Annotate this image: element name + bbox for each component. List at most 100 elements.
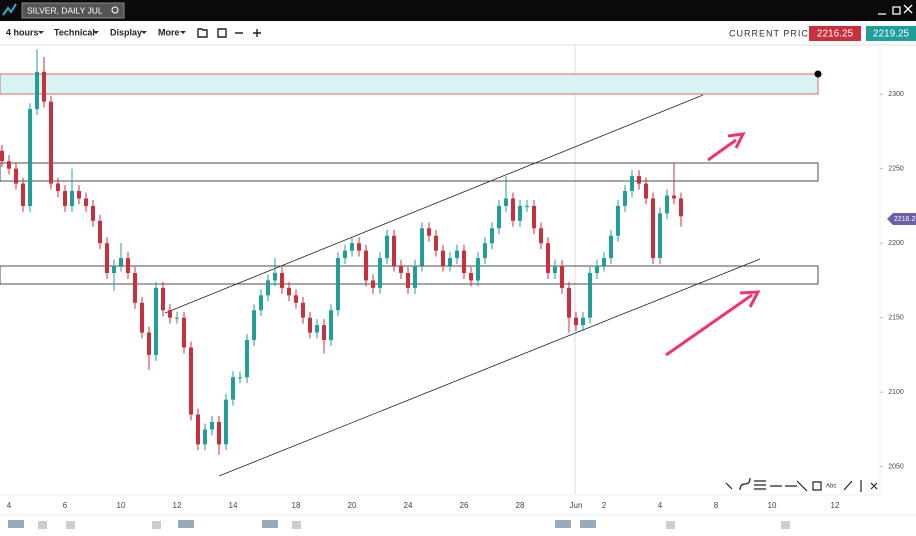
bid-price: 2216.25	[817, 29, 854, 40]
candle-body	[644, 183, 648, 199]
arrow	[707, 132, 746, 162]
candle-body	[63, 191, 67, 206]
candle-body	[539, 228, 543, 244]
x-tick-label: 12	[831, 501, 840, 510]
candle-body	[406, 272, 410, 288]
drawing-tools[interactable]	[725, 477, 878, 492]
current-price-label: CURRENT PRICE:	[729, 28, 819, 38]
logo	[2, 3, 17, 16]
candle-body	[567, 287, 571, 318]
window-controls[interactable]	[878, 4, 913, 15]
zone-handle[interactable]	[814, 70, 822, 78]
candle-body	[651, 198, 655, 259]
candle-body	[126, 258, 130, 273]
trend-line	[218, 258, 761, 477]
candle-body	[420, 228, 424, 266]
candle-body	[602, 258, 606, 266]
candle-body	[448, 258, 452, 266]
x-tick-label: Jun	[570, 501, 583, 510]
candle-body	[112, 265, 116, 273]
candle-body	[210, 421, 214, 430]
zone	[0, 73, 819, 95]
candle-body	[287, 287, 291, 296]
ask-price: 2219.25	[873, 29, 910, 40]
x-tick-label: 10	[768, 501, 777, 510]
candle-body	[56, 183, 60, 192]
candle-body	[658, 213, 662, 259]
candle-body	[308, 317, 312, 333]
candle-body	[392, 235, 396, 266]
candle-body	[525, 205, 529, 207]
candle-body	[322, 325, 326, 341]
x-tick-label: 2	[602, 501, 607, 510]
menu-item[interactable]: Display	[110, 27, 142, 37]
candle-body	[378, 258, 382, 288]
event-flags	[8, 520, 790, 529]
ask-box	[866, 26, 916, 41]
candle-body	[0, 150, 4, 162]
candle-body	[196, 414, 200, 445]
candle-body	[371, 280, 375, 288]
candle-body	[224, 399, 228, 445]
menu-item[interactable]: 4 hours	[6, 27, 39, 37]
y-tick-label: 2300	[888, 91, 904, 98]
candle-body	[455, 250, 459, 259]
candle-body	[476, 258, 480, 281]
toolbar-icons[interactable]	[197, 28, 261, 38]
candle-body	[609, 235, 613, 259]
candle-body	[252, 310, 256, 341]
x-tick-label: 8	[714, 501, 719, 510]
symbol: SILVER, DAILY JUL	[27, 5, 103, 15]
candle-body	[581, 317, 585, 326]
y-tick-label: 2200	[888, 240, 904, 247]
candle-body	[343, 250, 347, 259]
candle-body	[665, 195, 669, 214]
level-box	[0, 162, 819, 182]
text-tool[interactable]: Abc	[826, 484, 836, 490]
candle-body	[553, 265, 557, 273]
x-tick-label: 6	[63, 501, 68, 510]
candle-body	[672, 195, 676, 199]
x-tick-label: 24	[404, 501, 413, 510]
candle-body	[546, 243, 550, 273]
candle-body	[336, 258, 340, 311]
candle-body	[98, 220, 102, 244]
candle-body	[266, 280, 270, 296]
candle-body	[623, 191, 627, 206]
candle-body	[161, 287, 165, 311]
menu-item[interactable]: Technical	[54, 27, 95, 37]
candle-body	[147, 332, 151, 355]
search-icon[interactable]	[111, 6, 119, 14]
x-tick-label: 4	[658, 501, 663, 510]
candle-body	[329, 310, 333, 341]
last-price-label: 2216.25	[894, 216, 916, 223]
candle-body	[245, 340, 249, 378]
trend-line	[164, 94, 704, 314]
candle-body	[77, 191, 81, 199]
candle-body	[70, 191, 74, 206]
candle-body	[35, 71, 39, 110]
candle-body	[441, 250, 445, 266]
y-tick-label: 2250	[888, 166, 904, 173]
candle-body	[294, 295, 298, 303]
candle-body	[434, 235, 438, 251]
candle-body	[91, 205, 95, 221]
candle-body	[560, 265, 564, 288]
candle-body	[140, 302, 144, 333]
candle-body	[7, 161, 11, 169]
candle-body	[105, 243, 109, 273]
x-tick-label: 20	[348, 501, 357, 510]
y-tick-label: 2150	[888, 315, 904, 322]
candle-body	[616, 205, 620, 236]
candle-body	[259, 295, 263, 311]
menu-item[interactable]: More	[158, 27, 180, 37]
candle-body	[385, 235, 389, 259]
candle-body	[49, 101, 53, 184]
x-tick-label: 12	[173, 501, 182, 510]
arrow	[665, 290, 761, 357]
x-tick-label: 14	[229, 501, 238, 510]
candle-body	[119, 258, 123, 266]
symbol-box[interactable]	[21, 2, 125, 19]
candle-body	[518, 205, 522, 221]
